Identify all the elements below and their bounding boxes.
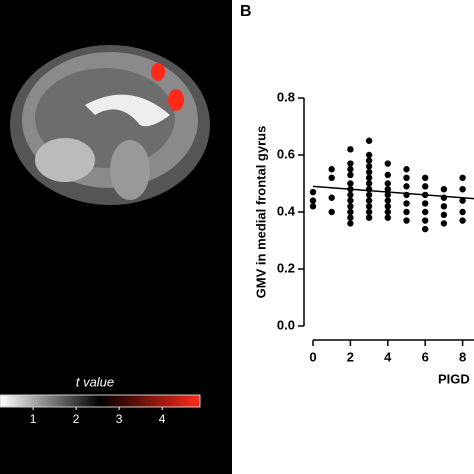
y-tick-label: 0.4: [277, 203, 296, 218]
point: [440, 186, 448, 193]
panel-b-background: [232, 0, 474, 474]
point: [440, 220, 448, 227]
point: [384, 160, 391, 167]
point: [309, 188, 317, 196]
colorbar-tick-label: 1: [30, 412, 37, 426]
point: [440, 203, 448, 210]
point: [365, 191, 373, 199]
colorbar-tick-label: 4: [159, 412, 166, 426]
point: [347, 146, 354, 153]
point: [459, 208, 466, 216]
x-tick-label: 2: [347, 349, 354, 364]
point: [403, 174, 410, 181]
point: [403, 208, 410, 216]
point: [422, 225, 429, 233]
point: [403, 183, 410, 190]
point: [384, 208, 391, 216]
y-tick-label: 0.6: [277, 146, 295, 161]
point: [328, 208, 335, 216]
point: [384, 214, 391, 221]
point: [384, 191, 391, 199]
point: [459, 174, 466, 181]
y-tick-label: 0.8: [277, 89, 295, 104]
x-tick-label: 6: [422, 349, 429, 364]
y-tick-label: 0.2: [277, 260, 295, 275]
point: [365, 197, 373, 204]
point: [422, 174, 429, 181]
point: [365, 208, 373, 216]
colorbar-tick-label: 3: [116, 412, 123, 426]
point: [309, 197, 317, 204]
point: [365, 163, 373, 170]
point: [384, 171, 391, 179]
point: [384, 180, 391, 187]
point: [347, 160, 354, 167]
point: [422, 208, 429, 216]
point: [365, 137, 373, 144]
point: [422, 183, 429, 190]
point: [422, 217, 429, 224]
point: [365, 174, 373, 181]
x-axis-label: PIGD: [438, 371, 470, 386]
point: [309, 203, 317, 210]
x-tick-label: 4: [384, 349, 392, 364]
point: [347, 180, 354, 187]
point: [459, 186, 466, 193]
point: [365, 151, 373, 159]
panel-label: B: [240, 3, 252, 20]
point: [365, 180, 373, 187]
point: [347, 220, 354, 227]
point: [459, 217, 466, 224]
point: [347, 208, 354, 216]
point: [347, 197, 354, 204]
y-axis-label: GMV in medial frontal gyrus: [253, 126, 268, 299]
point: [365, 214, 373, 221]
x-tick-label: 8: [459, 349, 466, 364]
colorbar-title: t value: [76, 374, 114, 389]
point: [440, 211, 448, 219]
point: [328, 174, 335, 181]
point: [422, 200, 429, 207]
point: [459, 197, 466, 204]
y-tick-label: 0.0: [277, 317, 295, 332]
x-tick-label: 0: [309, 349, 316, 364]
point: [403, 166, 410, 173]
point: [384, 186, 391, 193]
point: [384, 197, 391, 204]
point: [365, 157, 373, 164]
point: [347, 203, 354, 210]
point: [384, 203, 391, 210]
fit-line: [312, 185, 474, 200]
point: [328, 166, 335, 173]
point: [328, 194, 335, 201]
brain-image: [10, 45, 210, 205]
point: [347, 171, 354, 179]
point: [365, 203, 373, 210]
colorbar: [0, 394, 201, 408]
point: [347, 214, 354, 221]
point: [347, 191, 354, 199]
point: [365, 168, 373, 176]
point: [347, 166, 354, 173]
point: [403, 217, 410, 224]
point: [403, 200, 410, 207]
colorbar-tick-label: 2: [73, 412, 80, 426]
